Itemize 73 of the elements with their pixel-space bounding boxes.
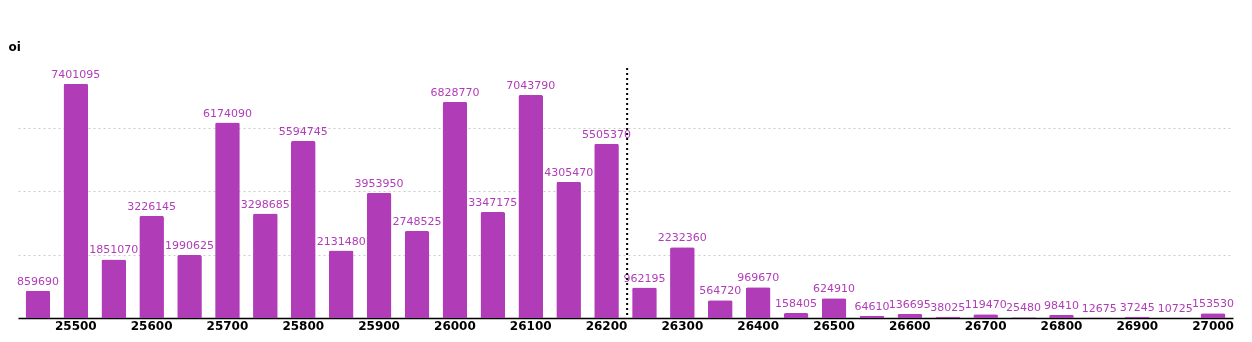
data-label: 962195 bbox=[623, 271, 666, 285]
bar bbox=[745, 287, 771, 318]
bar bbox=[594, 143, 619, 318]
data-label: 136695 bbox=[888, 297, 931, 311]
bar bbox=[480, 212, 506, 318]
x-tick-label: 26200 bbox=[585, 318, 628, 333]
x-tick-label: 26300 bbox=[661, 318, 704, 333]
bar bbox=[442, 101, 468, 318]
x-tick-label: 26800 bbox=[1040, 318, 1083, 333]
y-axis-title: oi bbox=[8, 39, 21, 54]
bar bbox=[25, 290, 51, 318]
bar bbox=[518, 95, 544, 318]
data-label: 6174090 bbox=[202, 106, 252, 120]
bar bbox=[707, 300, 733, 318]
bar bbox=[670, 247, 695, 318]
bar bbox=[139, 215, 164, 318]
x-tick-label: 26700 bbox=[964, 318, 1007, 333]
x-tick-label: 25600 bbox=[130, 318, 173, 333]
bar bbox=[328, 250, 354, 318]
bar bbox=[404, 231, 430, 318]
bar bbox=[632, 287, 657, 318]
data-label: 38025 bbox=[930, 300, 966, 314]
data-label: 10725 bbox=[1157, 301, 1193, 315]
x-tick-label: 27000 bbox=[1192, 318, 1234, 333]
data-label: 624910 bbox=[813, 282, 855, 296]
data-label: 1851070 bbox=[89, 243, 139, 257]
bar bbox=[366, 192, 392, 318]
data-label: 12675 bbox=[1081, 301, 1117, 315]
bar bbox=[63, 83, 89, 318]
data-label: 37245 bbox=[1119, 300, 1155, 314]
x-tick-label: 26400 bbox=[737, 318, 780, 333]
bar bbox=[253, 213, 278, 318]
x-tick-label: 26600 bbox=[888, 318, 931, 333]
data-label: 969670 bbox=[737, 271, 780, 285]
data-label: 119470 bbox=[964, 298, 1007, 312]
data-label: 3298685 bbox=[240, 197, 290, 211]
data-label: 3226145 bbox=[127, 199, 177, 213]
data-label: 3953950 bbox=[354, 176, 404, 190]
data-label: 153530 bbox=[1192, 297, 1235, 311]
bar bbox=[783, 312, 809, 318]
data-label: 5505370 bbox=[582, 127, 632, 141]
bar bbox=[177, 255, 202, 318]
bar bbox=[101, 259, 127, 318]
bar bbox=[859, 315, 885, 318]
data-label: 158405 bbox=[775, 296, 818, 310]
bar bbox=[290, 140, 316, 318]
data-label: 7401095 bbox=[51, 67, 101, 81]
data-label: 2748525 bbox=[392, 215, 442, 229]
bar bbox=[821, 298, 847, 318]
bar bbox=[1049, 314, 1074, 318]
data-label: 2232360 bbox=[657, 231, 707, 245]
data-label: 7043790 bbox=[506, 79, 556, 93]
data-label: 564720 bbox=[699, 284, 742, 298]
data-label: 3347175 bbox=[468, 196, 518, 210]
data-label: 1990625 bbox=[165, 239, 215, 253]
data-label: 4305470 bbox=[544, 165, 594, 179]
data-label: 64610 bbox=[854, 299, 890, 313]
x-tick-label: 25900 bbox=[358, 318, 400, 333]
x-tick-label: 25500 bbox=[54, 318, 97, 333]
bar bbox=[556, 181, 581, 318]
x-tick-label: 26000 bbox=[434, 318, 476, 333]
x-tick-label: 25700 bbox=[206, 318, 249, 333]
data-label: 859690 bbox=[16, 274, 59, 288]
data-label: 5594745 bbox=[278, 124, 328, 138]
data-label: 25480 bbox=[1006, 301, 1042, 315]
data-label: 2131480 bbox=[316, 234, 366, 248]
data-label: 98410 bbox=[1043, 298, 1079, 312]
x-tick-label: 26100 bbox=[509, 318, 552, 333]
data-label: 6828770 bbox=[430, 85, 480, 99]
bar bbox=[215, 122, 240, 318]
x-tick-label: 26500 bbox=[813, 318, 855, 333]
x-tick-label: 25800 bbox=[282, 318, 325, 333]
x-tick-label: 26900 bbox=[1116, 318, 1159, 333]
